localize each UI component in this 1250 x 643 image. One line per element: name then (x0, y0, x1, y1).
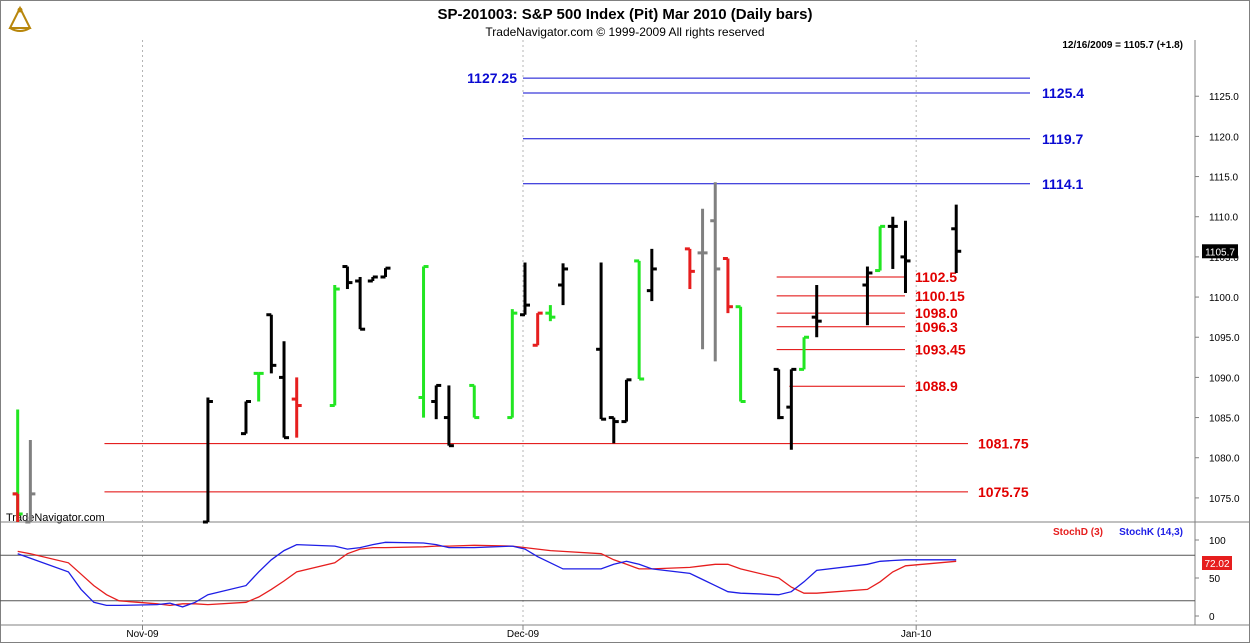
y-tick-label: 1120.0 (1209, 132, 1239, 143)
support-label: 1100.15 (915, 288, 965, 304)
resistance-label: 1119.7 (1042, 131, 1083, 147)
ohlc-bar (697, 208, 708, 350)
ohlc-bar (799, 335, 810, 371)
y-tick-label: 1115.0 (1209, 173, 1239, 184)
level-lines: 1127.251125.41119.71114.11102.51100.1510… (104, 70, 1084, 500)
quote-readout: 12/16/2009 = 1105.7 (+1.8) (1062, 40, 1183, 51)
x-tick-label: Dec-09 (507, 629, 540, 640)
stoch-series-line (17, 541, 957, 608)
ohlc-bar (545, 305, 556, 322)
x-tick-label: Nov-09 (126, 629, 159, 640)
ohlc-bar (608, 416, 619, 444)
ohlc-bar (202, 397, 213, 524)
ohlc-bars (12, 182, 962, 524)
price-axis: 1075.0 1080.0 1085.0 1090.0 1095.0 1100.0 1105… (1195, 92, 1240, 505)
ohlc-bar (418, 265, 429, 418)
ohlc-bar (875, 224, 886, 273)
y-tick-label: 1110.0 (1209, 213, 1239, 224)
resistance-label: 1114.1 (1042, 176, 1083, 192)
ohlc-bar (431, 383, 442, 420)
legend-stochk: StochK (14,3) (1119, 527, 1183, 538)
ohlc-bar (646, 248, 657, 302)
ohlc-bar (621, 378, 632, 424)
y-tick-label: 1125.0 (1209, 92, 1239, 103)
support-label: 1075.75 (978, 484, 1029, 500)
ohlc-bar (735, 305, 746, 403)
ohlc-bar (253, 371, 264, 402)
copyright-text: TradeNavigator.com © 1999-2009 All right… (485, 25, 764, 39)
ohlc-bar (329, 285, 340, 408)
ohlc-bar (710, 182, 721, 362)
ohlc-bar (520, 262, 530, 317)
stoch-value-label: 72.02 (1204, 559, 1229, 570)
ohlc-bar (951, 204, 962, 273)
resistance-label: 1125.4 (1042, 85, 1084, 101)
support-label: 1093.45 (915, 342, 966, 358)
sextant-logo-icon (6, 5, 34, 32)
ohlc-bar (507, 309, 518, 420)
x-tick-label: Jan-10 (901, 629, 932, 640)
ohlc-bar (469, 383, 480, 420)
ohlc-bar (811, 285, 822, 338)
ohlc-bar (786, 367, 797, 450)
legend-stochd: StochD (3) (1053, 527, 1103, 538)
stoch-y-tick-label: 50 (1209, 574, 1221, 585)
last-price-label: 1105.7 (1205, 247, 1235, 258)
support-label: 1098.0 (915, 305, 958, 321)
y-tick-label: 1095.0 (1209, 333, 1240, 344)
stoch-value-marker: 72.02 (1202, 556, 1232, 570)
y-tick-label: 1080.0 (1209, 454, 1240, 465)
ohlc-bar (722, 257, 733, 314)
support-label: 1102.5 (915, 269, 957, 285)
support-label: 1081.75 (978, 436, 1029, 452)
ohlc-bar (773, 367, 784, 420)
stoch-y-tick-label: 100 (1209, 536, 1226, 547)
y-tick-label: 1100.0 (1209, 293, 1239, 304)
ohlc-bar (558, 263, 569, 306)
ohlc-bar (634, 259, 645, 381)
ohlc-bar (380, 266, 391, 279)
ohlc-bar (342, 265, 353, 290)
ohlc-bar (684, 247, 695, 290)
ohlc-bar (443, 385, 454, 448)
ohlc-bar (291, 377, 302, 438)
y-tick-label: 1105.0 (1209, 253, 1239, 264)
ohlc-bar (367, 275, 378, 283)
y-tick-label: 1085.0 (1209, 414, 1240, 425)
chart-title: SP-201003: S&P 500 Index (Pit) Mar 2010 … (438, 6, 813, 23)
support-label: 1096.3 (915, 319, 958, 335)
ohlc-bar (266, 313, 277, 374)
ohlc-bar (25, 440, 36, 524)
resistance-label: 1127.25 (467, 70, 517, 86)
y-tick-label: 1075.0 (1209, 494, 1240, 505)
stochastic-panel: 0 50 100 (0, 536, 1226, 623)
ohlc-bar (279, 341, 290, 440)
ohlc-bar (862, 266, 873, 326)
y-tick-label: 1090.0 (1209, 373, 1240, 384)
stoch-y-tick-label: 0 (1209, 612, 1215, 623)
ohlc-bar (355, 276, 366, 331)
ohlc-bar (596, 262, 607, 421)
ohlc-bar (12, 409, 23, 522)
stoch-series-line (17, 544, 957, 607)
time-axis: Nov-09 Dec-09 Jan-10 (126, 625, 932, 640)
last-price-marker: 1105.7 (1202, 244, 1238, 259)
ohlc-bar (887, 216, 898, 269)
ohlc-bar (240, 400, 251, 436)
ohlc-bar (900, 220, 911, 294)
ohlc-bar (532, 311, 543, 347)
support-label: 1088.9 (915, 378, 958, 394)
